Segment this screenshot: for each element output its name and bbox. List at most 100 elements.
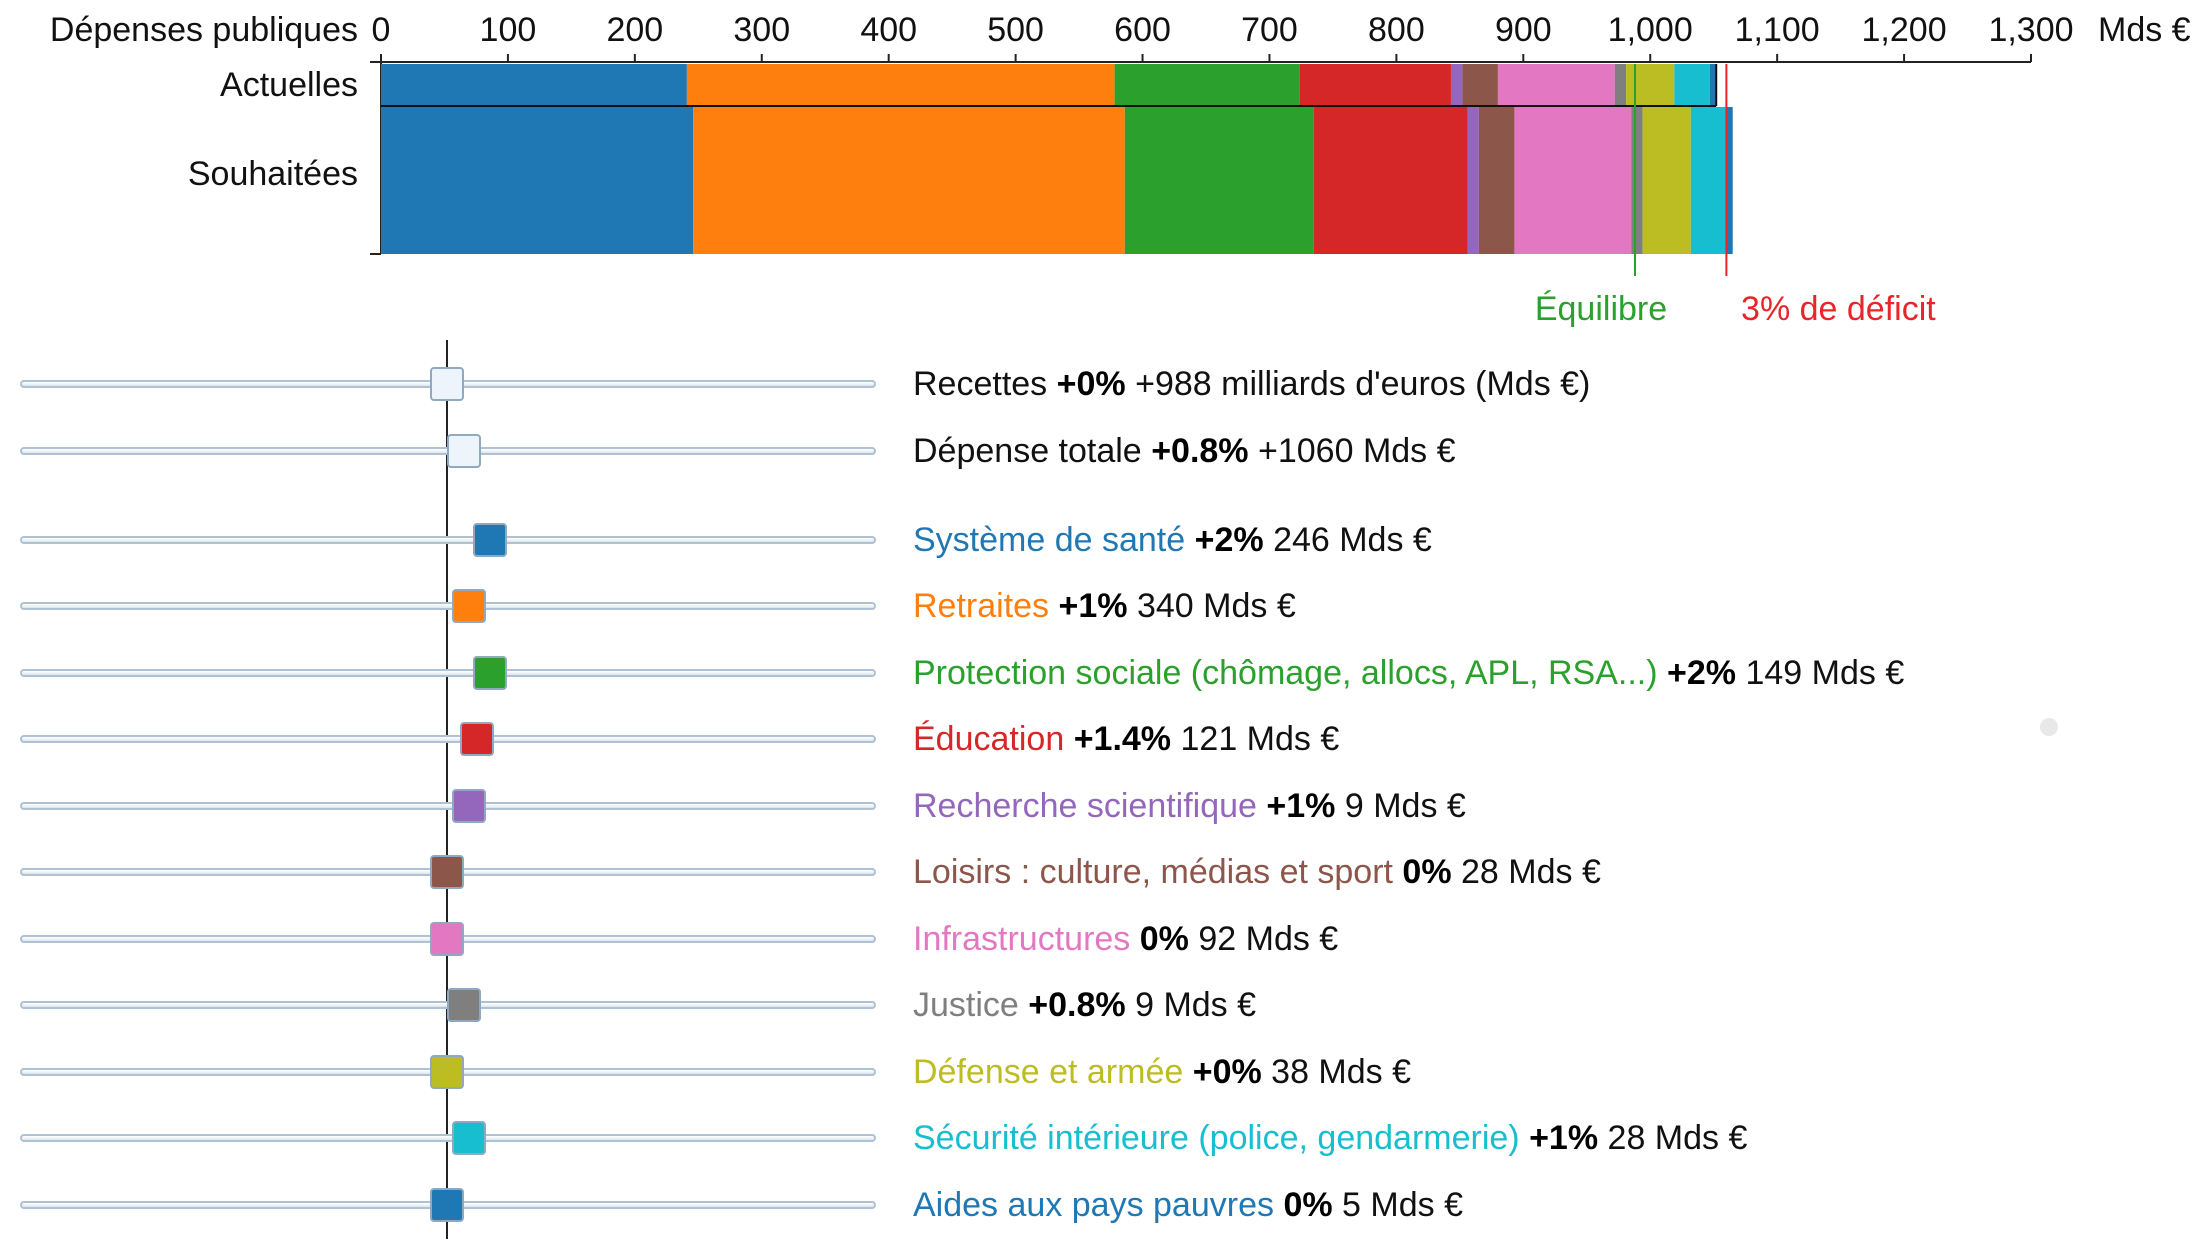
bar-segment-sante [381, 64, 687, 106]
slider-handle[interactable] [430, 1188, 464, 1222]
slider-percent: +0% [1192, 1053, 1262, 1091]
bar-segment-securite [1674, 64, 1710, 106]
slider-handle[interactable] [451, 1121, 486, 1155]
slider-category-name: Système de santé [913, 521, 1186, 559]
x-tick-label: 100 [480, 11, 537, 49]
slider-percent: +1% [1266, 787, 1336, 825]
slider-label: Recettes +0% +988 milliards d'euros (Mds… [913, 365, 1590, 404]
slider-track[interactable] [20, 669, 876, 677]
slider-label: Loisirs : culture, médias et sport 0% 28… [913, 853, 1601, 892]
slider-label: Éducation +1.4% 121 Mds € [913, 720, 1339, 759]
slider-row: Recherche scientifique +1% 9 Mds € [0, 776, 2200, 836]
bar-segment-infra [1497, 64, 1615, 106]
slider-category-name: Sécurité intérieure (police, gendarmerie… [913, 1119, 1520, 1157]
slider-label: Sécurité intérieure (police, gendarmerie… [913, 1119, 1747, 1158]
slider-category-name: Dépense totale [913, 432, 1142, 470]
slider-handle[interactable] [473, 523, 508, 557]
slider-track[interactable] [20, 602, 876, 610]
slider-category-name: Infrastructures [913, 920, 1131, 958]
slider-percent: +0% [1056, 365, 1126, 403]
bar-segment-education [1299, 64, 1451, 106]
slider-track[interactable] [20, 802, 876, 810]
slider-category-name: Aides aux pays pauvres [913, 1186, 1274, 1224]
slider-amount: 9 Mds € [1344, 787, 1466, 825]
slider-amount: 9 Mds € [1135, 986, 1257, 1024]
bar-segment-defense [1626, 64, 1675, 106]
slider-amount: 28 Mds € [1607, 1119, 1748, 1157]
reference-line-label: Équilibre [1535, 290, 1667, 328]
slider-percent: +2% [1667, 654, 1737, 692]
category-label: Actuelles [220, 66, 358, 104]
bar-segment-sante [381, 107, 694, 254]
slider-track[interactable] [20, 735, 876, 743]
slider-amount: 121 Mds € [1180, 720, 1340, 758]
slider-percent: +1% [1529, 1119, 1599, 1157]
slider-row: Système de santé +2% 246 Mds € [0, 510, 2200, 570]
slider-label: Défense et armée +0% 38 Mds € [913, 1053, 1411, 1092]
bar-segment-education [1313, 107, 1468, 254]
slider-track[interactable] [20, 536, 876, 544]
slider-row: Éducation +1.4% 121 Mds € [0, 709, 2200, 769]
bar-segment-protection [1124, 107, 1314, 254]
slider-label: Système de santé +2% 246 Mds € [913, 521, 1432, 560]
slider-category-name: Éducation [913, 720, 1065, 758]
x-tick-label: 1,200 [1862, 11, 1947, 49]
slider-handle[interactable] [460, 722, 495, 756]
slider-percent: +1.4% [1073, 720, 1172, 758]
bar-segment-recherche [1450, 64, 1463, 106]
slider-percent: 0% [1402, 853, 1452, 891]
cursor-artifact [2040, 718, 2058, 736]
slider-row: Défense et armée +0% 38 Mds € [0, 1042, 2200, 1102]
slider-label: Infrastructures 0% 92 Mds € [913, 920, 1338, 959]
bar-segment-justice [1614, 64, 1627, 106]
slider-category-name: Recherche scientifique [913, 787, 1257, 825]
slider-amount: 38 Mds € [1271, 1053, 1412, 1091]
x-tick-label: 1,000 [1608, 11, 1693, 49]
x-tick-label: 500 [987, 11, 1044, 49]
slider-handle[interactable] [473, 656, 508, 690]
slider-handle[interactable] [451, 789, 486, 823]
slider-handle[interactable] [430, 855, 464, 889]
slider-handle[interactable] [451, 589, 486, 623]
slider-percent: 0% [1139, 920, 1189, 958]
slider-handle[interactable] [447, 434, 482, 468]
slider-amount: 5 Mds € [1342, 1186, 1463, 1224]
slider-track[interactable] [20, 1134, 876, 1142]
slider-amount: 340 Mds € [1136, 587, 1296, 625]
slider-percent: +0.8% [1028, 986, 1126, 1024]
slider-category-name: Loisirs : culture, médias et sport [913, 853, 1393, 891]
x-tick-label: 900 [1495, 11, 1552, 49]
slider-category-name: Justice [913, 986, 1019, 1024]
x-tick-label: 700 [1241, 11, 1298, 49]
slider-label: Recherche scientifique +1% 9 Mds € [913, 787, 1466, 826]
bar-segment-protection [1114, 64, 1300, 106]
x-tick-label: 1,100 [1735, 11, 1820, 49]
slider-category-name: Recettes [913, 365, 1048, 403]
slider-handle[interactable] [430, 367, 464, 401]
bar-segment-retraites [693, 107, 1125, 254]
reference-lines: Équilibre 3% de déficit [1535, 64, 1936, 328]
slider-percent: +1% [1058, 587, 1128, 625]
slider-category-name: Protection sociale (chômage, allocs, APL… [913, 654, 1658, 692]
slider-handle[interactable] [430, 922, 464, 956]
bar-segment-loisirs [1462, 64, 1498, 106]
slider-handle[interactable] [447, 988, 482, 1022]
x-axis: 0 100 200 300 400 500 600 700 800 900 1,000 1,100 1,… [372, 11, 2074, 63]
slider-percent: +0.8% [1151, 432, 1249, 470]
category-label: Souhaitées [188, 155, 358, 193]
slider-row: Retraites +1% 340 Mds € [0, 576, 2200, 636]
reference-line-label: 3% de déficit [1741, 290, 1936, 328]
slider-amount: 92 Mds € [1198, 920, 1339, 958]
slider-percent: 0% [1283, 1186, 1333, 1224]
slider-handle[interactable] [430, 1055, 464, 1089]
x-tick-label: 0 [372, 11, 391, 49]
slider-amount: 149 Mds € [1745, 654, 1905, 692]
slider-amount: 246 Mds € [1273, 521, 1432, 559]
slider-label: Protection sociale (chômage, allocs, APL… [913, 654, 1904, 693]
slider-label: Justice +0.8% 9 Mds € [913, 986, 1256, 1025]
x-tick-label: 1,300 [1988, 11, 2073, 49]
slider-row: Recettes +0% +988 milliards d'euros (Mds… [0, 354, 2200, 414]
bar-segment-infra [1514, 107, 1632, 254]
bar-segment-retraites [686, 64, 1115, 106]
bar-segment-justice [1631, 107, 1643, 254]
